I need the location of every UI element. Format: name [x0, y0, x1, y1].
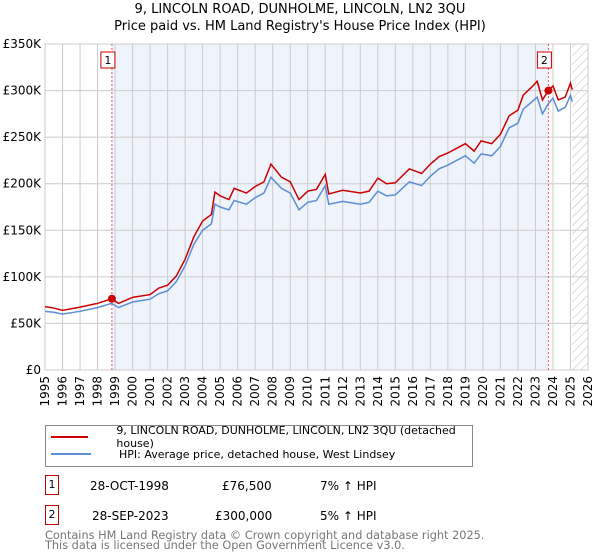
y-tick-label: £200K — [3, 177, 43, 191]
sale-label-box — [536, 51, 552, 69]
x-tick-label: 1997 — [73, 376, 87, 407]
sale-point — [544, 86, 553, 95]
plot-border — [44, 43, 589, 371]
x-tick-label: 2000 — [126, 376, 140, 407]
x-tick-label: 2012 — [336, 376, 350, 407]
sale-label: 2 — [541, 54, 548, 67]
x-tick-label: 2026 — [581, 376, 595, 407]
x-tick-label: 1995 — [38, 376, 52, 407]
hpi-change: 7% ↑ HPI — [320, 479, 377, 493]
plot-area: 1995 1996 1997 1998 1999 2000 2001 2002 2003 2004… — [3, 37, 595, 407]
x-tick-label: 2020 — [476, 376, 490, 407]
x-tick-label: 2025 — [563, 376, 577, 407]
marker-box: 1 — [45, 475, 59, 495]
copyright-text: Contains HM Land Registry data © Crown c… — [45, 529, 485, 542]
x-tick-label: 2008 — [266, 376, 280, 407]
x-tick-label: 2014 — [371, 376, 385, 407]
forecast-hatch — [572, 44, 588, 370]
price: £300,000 — [215, 509, 273, 523]
x-tick-label: 2018 — [441, 376, 455, 407]
price: £76,500 — [222, 479, 272, 493]
x-tick-label: 2022 — [511, 376, 525, 407]
licence-text: This data is licensed under the Open Gov… — [45, 539, 405, 552]
sale-label-box — [100, 51, 116, 69]
x-tick-label: 2017 — [423, 376, 437, 407]
x-tick-label: 2004 — [196, 376, 210, 407]
chart-title: 9, LINCOLN ROAD, DUNHOLME, LINCOLN, LN2 … — [134, 2, 466, 17]
x-tick-label: 2007 — [248, 376, 262, 407]
x-tick-label: 2011 — [318, 376, 332, 407]
legend: 9, LINCOLN ROAD, DUNHOLME, LINCOLN, LN2 … — [45, 424, 473, 467]
legend-item-property: 9, LINCOLN ROAD, DUNHOLME, LINCOLN, LN2 … — [46, 424, 472, 450]
x-tick-label: 2002 — [161, 376, 175, 407]
x-tick-label: 1999 — [108, 376, 122, 407]
legend-item-hpi: HPI: Average price, detached house, West… — [46, 446, 395, 462]
y-tick-label: £300K — [3, 84, 43, 98]
x-tick-label: 2003 — [178, 376, 192, 407]
blue-line-swatch — [51, 453, 91, 455]
y-tick-label: £350K — [3, 37, 43, 51]
transaction-row: 1 28-OCT-1998 £76,500 7% ↑ HPI — [45, 475, 545, 497]
footer: Contains HM Land Registry data © Crown c… — [45, 529, 485, 552]
x-tick-label: 2015 — [388, 376, 402, 407]
y-tick-label: £250K — [3, 130, 43, 144]
x-tick-label: 1998 — [91, 376, 105, 407]
y-tick-label: £0 — [26, 363, 41, 377]
red-line-swatch — [51, 436, 89, 438]
chart-subtitle: Price paid vs. HM Land Registry's House … — [114, 19, 486, 34]
x-tick-label: 2006 — [231, 376, 245, 407]
x-tick-label: 2024 — [546, 376, 560, 407]
x-tick-label: 2009 — [283, 376, 297, 407]
marker-box: 2 — [45, 505, 59, 525]
y-tick-label: £50K — [10, 316, 42, 330]
x-tick-label: 2001 — [143, 376, 157, 407]
x-tick-label: 2005 — [213, 376, 227, 407]
x-tick-label: 2023 — [528, 376, 542, 407]
legend-label: 9, LINCOLN ROAD, DUNHOLME, LINCOLN, LN2 … — [116, 424, 456, 450]
y-tick-label: £100K — [3, 270, 43, 284]
sale-point — [107, 294, 116, 303]
transaction-row: 2 28-SEP-2023 £300,000 5% ↑ HPI — [45, 505, 545, 527]
date: 28-OCT-1998 — [90, 479, 169, 493]
x-tick-label: 2010 — [301, 376, 315, 407]
sale-label: 1 — [104, 54, 111, 67]
date: 28-SEP-2023 — [92, 509, 169, 523]
y-tick-label: £150K — [3, 223, 43, 237]
series-line — [44, 79, 573, 312]
hpi-change: 5% ↑ HPI — [320, 509, 377, 523]
x-tick-label: 2013 — [353, 376, 367, 407]
legend-label: HPI: Average price, detached house, West… — [119, 447, 396, 461]
x-tick-label: 2019 — [458, 376, 472, 407]
x-tick-label: 1996 — [56, 376, 70, 407]
x-tick-label: 2021 — [493, 376, 507, 407]
series-line — [44, 92, 573, 315]
x-tick-label: 2016 — [406, 376, 420, 407]
